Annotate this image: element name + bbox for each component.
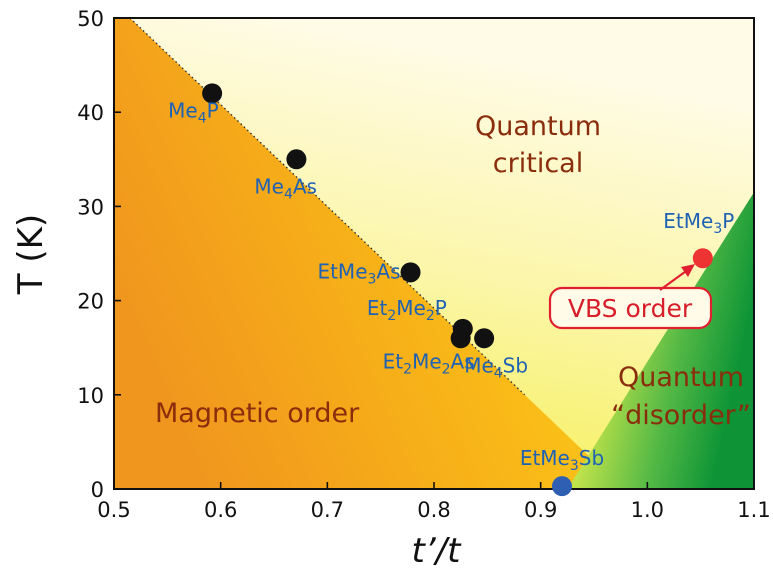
data-point: [400, 262, 421, 283]
point-label: Me4Sb: [464, 353, 528, 381]
y-tick-label: 30: [77, 195, 104, 219]
disorder-region: [567, 192, 754, 489]
x-tick-label: 0.9: [524, 498, 557, 522]
point-label: Et2Me2As: [383, 349, 475, 377]
x-tick-label: 0.7: [311, 498, 344, 522]
x-axis: 0.5 0.6 0.7 0.8 0.9 1.0 1.1: [97, 482, 771, 522]
point-label: EtMe3P: [663, 209, 734, 237]
plot-area: [114, 18, 754, 489]
y-tick-label: 40: [77, 101, 104, 125]
data-point: [286, 149, 307, 170]
region-label-quantum-critical-line2: critical: [493, 148, 583, 179]
y-tick-label: 10: [77, 384, 104, 408]
y-axis-title: T (K): [11, 214, 51, 295]
point-label: Me4As: [254, 174, 317, 202]
data-point: [692, 248, 713, 269]
x-tick-label: 0.8: [417, 498, 450, 522]
magnetic-region: [114, 18, 624, 489]
x-tick-label: 0.6: [204, 498, 237, 522]
x-tick-label: 1.0: [631, 498, 664, 522]
y-tick-label: 50: [77, 7, 104, 31]
data-point: [450, 328, 471, 349]
y-tick-label: 0: [91, 478, 104, 502]
y-axis: 0 10 20 30 40 50: [77, 7, 121, 502]
region-label-quantum-critical-line1: Quantum: [475, 111, 601, 142]
vbs-arrowhead: [681, 264, 695, 277]
data-point: [474, 328, 495, 349]
y-tick-label: 20: [77, 290, 104, 314]
point-label: EtMe3As: [317, 259, 400, 287]
x-tick-label: 1.1: [737, 498, 770, 522]
data-point: [202, 83, 223, 104]
point-label: EtMe3Sb: [520, 446, 604, 474]
point-label: Et2Me2P: [367, 296, 447, 324]
data-points: [202, 83, 713, 497]
x-tick-label: 0.5: [97, 498, 130, 522]
vbs-annotation: VBS order: [548, 264, 713, 330]
x-axis-title: t’/t: [412, 531, 463, 571]
data-point: [552, 476, 572, 497]
region-label-quantum-disorder-line2: “disorder”: [611, 400, 751, 431]
region-label-magnetic-order: Magnetic order: [155, 398, 360, 429]
vbs-label-box: [548, 286, 713, 330]
region-label-quantum-disorder-line1: Quantum: [618, 362, 744, 393]
point-label: Me4P: [168, 98, 219, 126]
vbs-label: VBS order: [568, 294, 693, 323]
vbs-arrow-line: [659, 268, 690, 291]
